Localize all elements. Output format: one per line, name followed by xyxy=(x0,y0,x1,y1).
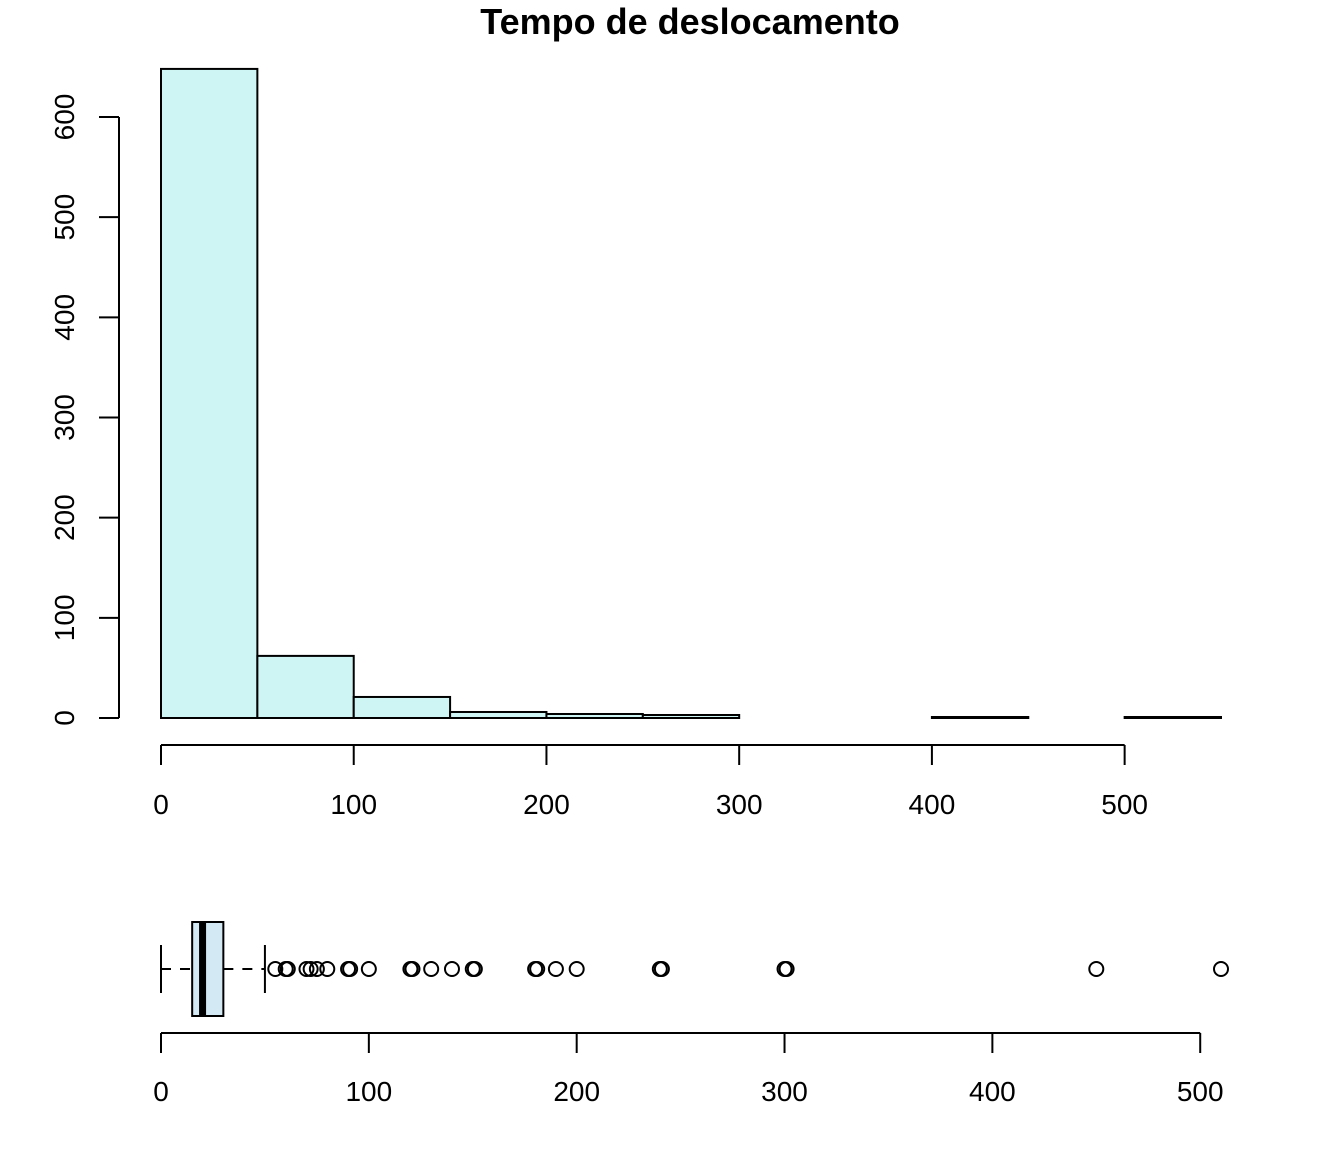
outlier-point xyxy=(568,961,585,977)
outlier-point xyxy=(466,961,483,977)
outlier-point xyxy=(423,961,440,977)
boxplot-x-axis: 0 100 200 300 400 500 xyxy=(153,1032,1224,1107)
x-tick-label: 400 xyxy=(909,789,956,820)
histogram-bar xyxy=(352,695,452,720)
outlier-point xyxy=(547,961,564,977)
boxplot-x-tick-label: 400 xyxy=(969,1076,1016,1107)
y-tick-label: 100 xyxy=(49,594,80,641)
outlier-point xyxy=(267,961,284,977)
x-tick-label: 100 xyxy=(330,789,377,820)
y-tick-label: 600 xyxy=(49,94,80,141)
histogram-bars xyxy=(160,67,1222,720)
boxplot-x-tick-label: 100 xyxy=(345,1076,392,1107)
y-tick-label: 500 xyxy=(49,194,80,241)
outlier-point xyxy=(319,961,336,977)
y-tick-label: 200 xyxy=(49,494,80,541)
outlier-point xyxy=(279,961,296,977)
boxplot xyxy=(160,921,1229,1017)
outlier-point xyxy=(298,961,315,977)
histogram-y-axis: 0 100 200 300 400 500 600 xyxy=(49,94,120,726)
outlier-point xyxy=(308,961,325,977)
histogram-bar xyxy=(641,713,741,719)
outlier-point xyxy=(360,961,377,977)
histogram-bar xyxy=(545,712,644,720)
outlier-point xyxy=(302,961,319,977)
outlier-point xyxy=(1088,961,1105,977)
chart-title: Tempo de deslocamento xyxy=(480,1,899,42)
histogram-bar xyxy=(1123,715,1222,720)
x-tick-label: 0 xyxy=(153,789,169,820)
outlier-point xyxy=(653,961,670,977)
y-tick-label: 0 xyxy=(49,710,80,726)
outlier-point xyxy=(778,961,795,977)
x-tick-label: 300 xyxy=(716,789,763,820)
histogram-bar xyxy=(256,654,355,719)
boxplot-x-tick-label: 500 xyxy=(1177,1076,1224,1107)
x-tick-label: 500 xyxy=(1101,789,1148,820)
y-tick-label: 300 xyxy=(49,394,80,441)
boxplot-box xyxy=(191,921,225,1017)
histogram-bar xyxy=(449,710,548,719)
x-tick-label: 200 xyxy=(523,789,570,820)
outlier-point xyxy=(443,961,460,977)
histogram-bar xyxy=(160,67,259,720)
boxplot-x-tick-label: 300 xyxy=(761,1076,808,1107)
histogram-x-axis: 0 100 200 300 400 500 xyxy=(153,744,1148,820)
boxplot-x-tick-label: 0 xyxy=(153,1076,169,1107)
outlier-point xyxy=(529,961,546,977)
y-tick-label: 400 xyxy=(49,294,80,341)
outlier-point xyxy=(1213,961,1229,977)
histogram-bar xyxy=(930,715,1030,720)
outlier-point xyxy=(342,961,359,977)
outlier-point xyxy=(404,961,421,977)
boxplot-x-tick-label: 200 xyxy=(553,1076,600,1107)
